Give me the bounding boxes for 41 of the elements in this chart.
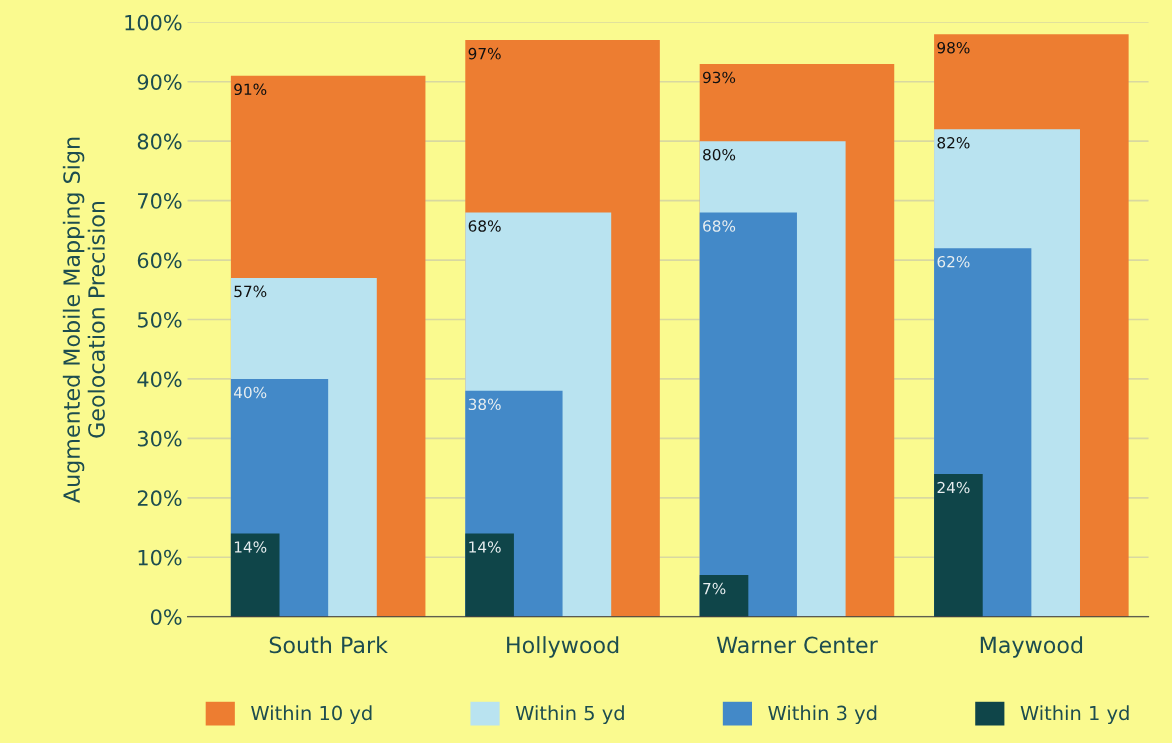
data-label: 14% bbox=[469, 541, 501, 553]
data-label: 62% bbox=[937, 255, 970, 268]
data-label: 57% bbox=[234, 285, 267, 298]
bar bbox=[230, 533, 280, 617]
y-tick-label: 10% bbox=[138, 549, 182, 566]
data-label: 82% bbox=[937, 137, 970, 149]
data-label: 68% bbox=[703, 220, 736, 232]
data-label: 91% bbox=[234, 83, 267, 96]
bar bbox=[934, 474, 983, 617]
y-tick-label: 90% bbox=[137, 74, 182, 90]
data-label: 7% bbox=[703, 582, 726, 595]
data-label: 14% bbox=[234, 541, 267, 553]
legend-label: Within 10 yd bbox=[251, 705, 372, 725]
x-tick-label: Maywood bbox=[980, 636, 1083, 658]
data-label: 97% bbox=[468, 47, 501, 60]
data-label: 38% bbox=[468, 398, 501, 411]
bar bbox=[699, 212, 797, 617]
x-tick-label: Warner Center bbox=[716, 636, 878, 654]
x-tick-label: Hollywood bbox=[507, 636, 619, 658]
data-label: 68% bbox=[468, 220, 501, 232]
y-tick-label: 60% bbox=[137, 252, 182, 269]
legend-label: Within 1 yd bbox=[1020, 705, 1129, 725]
data-label: 80% bbox=[703, 148, 736, 161]
y-tick-label: 80% bbox=[137, 133, 182, 150]
data-label: 93% bbox=[702, 71, 736, 84]
y-axis-title: Augmented Mobile Mapping Sign Geolocation Precision bbox=[62, 137, 105, 503]
legend-label: Within 5 yd bbox=[515, 705, 624, 725]
data-label: 40% bbox=[233, 386, 267, 399]
legend-label: Within 3 yd bbox=[768, 705, 877, 725]
data-label: 98% bbox=[937, 41, 970, 54]
y-tick-label: 0% bbox=[150, 609, 182, 625]
bar bbox=[465, 533, 514, 617]
y-tick-label: 70% bbox=[138, 193, 182, 209]
bar bbox=[699, 575, 749, 617]
y-tick-label: 50% bbox=[137, 311, 182, 328]
y-tick-label: 30% bbox=[137, 430, 182, 447]
y-tick-label: 40% bbox=[137, 371, 182, 388]
y-tick-label: 20% bbox=[137, 490, 182, 507]
data-label: 24% bbox=[937, 481, 970, 494]
y-tick-label: 100% bbox=[125, 14, 182, 31]
x-tick-label: South Park bbox=[269, 636, 388, 654]
